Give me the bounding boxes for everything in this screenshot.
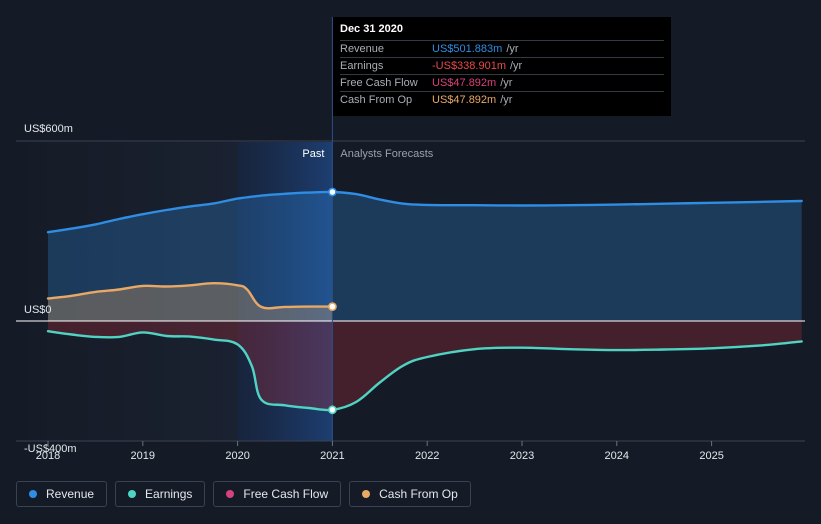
chart-legend: Revenue Earnings Free Cash Flow Cash Fro… xyxy=(16,481,471,507)
tooltip-unit: /yr xyxy=(500,77,513,89)
series-line-cash-from-op xyxy=(46,281,334,310)
legend-dot-icon xyxy=(29,490,37,498)
y-axis-label: US$600m xyxy=(24,123,73,135)
legend-label: Earnings xyxy=(145,487,193,501)
y-axis-label: -US$400m xyxy=(24,443,77,455)
legend-label: Revenue xyxy=(46,487,95,501)
tooltip-label: Earnings xyxy=(340,60,384,72)
tooltip-row-free-cash-flow: Free Cash Flow US$47.892m /yr xyxy=(340,74,664,91)
hover-dot-earnings xyxy=(327,405,337,415)
tooltip-unit: /yr xyxy=(506,43,519,55)
tooltip-label: Revenue xyxy=(340,43,385,55)
legend-item-earnings[interactable]: Earnings xyxy=(115,481,206,507)
past-label: Past xyxy=(302,148,324,160)
tooltip-date: Dec 31 2020 xyxy=(340,23,403,35)
x-tick-label: 2019 xyxy=(131,450,155,462)
area-cash-from-op xyxy=(48,283,333,321)
tooltip-unit: /yr xyxy=(510,60,523,72)
x-tick-label: 2024 xyxy=(605,450,629,462)
tooltip-row-cash-from-op: Cash From Op US$47.892m /yr xyxy=(340,91,664,108)
tooltip-row-earnings: Earnings -US$338.901m /yr xyxy=(340,57,664,74)
legend-dot-icon xyxy=(362,490,371,498)
legend-label: Cash From Op xyxy=(379,487,458,501)
x-tick-label: 2023 xyxy=(510,450,534,462)
tooltip-unit: /yr xyxy=(500,94,513,106)
series-line-earnings xyxy=(46,330,803,412)
x-tick-label: 2021 xyxy=(320,450,344,462)
past-region-shade xyxy=(16,142,238,441)
tooltip-label: Free Cash Flow xyxy=(340,77,418,89)
y-axis-label: US$0 xyxy=(24,304,52,316)
legend-item-free-cash-flow[interactable]: Free Cash Flow xyxy=(213,481,342,507)
x-tick-label: 2025 xyxy=(699,450,723,462)
hover-dot-revenue xyxy=(327,187,337,197)
area-revenue xyxy=(48,191,802,321)
legend-dot-icon xyxy=(226,490,235,498)
x-tick-label: 2020 xyxy=(225,450,249,462)
tooltip-value: -US$338.901m xyxy=(432,60,506,72)
tooltip-value: US$47.892m xyxy=(432,94,497,106)
legend-item-revenue[interactable]: Revenue xyxy=(16,481,108,507)
tooltip-label: Cash From Op xyxy=(340,94,413,106)
x-tick-label: 2018 xyxy=(36,450,60,462)
hover-tooltip: Dec 31 2020 Revenue US$501.883m /yr Earn… xyxy=(333,17,671,116)
legend-item-cash-from-op[interactable]: Cash From Op xyxy=(349,481,471,507)
tooltip-value: US$47.892m xyxy=(432,77,497,89)
legend-dot-icon xyxy=(128,490,137,498)
tooltip-row-revenue: Revenue US$501.883m /yr xyxy=(340,40,664,57)
hover-dot-cash-from-op xyxy=(327,302,337,312)
forecast-label: Analysts Forecasts xyxy=(340,148,433,160)
legend-label: Free Cash Flow xyxy=(243,487,329,501)
x-tick-label: 2022 xyxy=(415,450,439,462)
tooltip-value: US$501.883m xyxy=(432,43,503,55)
